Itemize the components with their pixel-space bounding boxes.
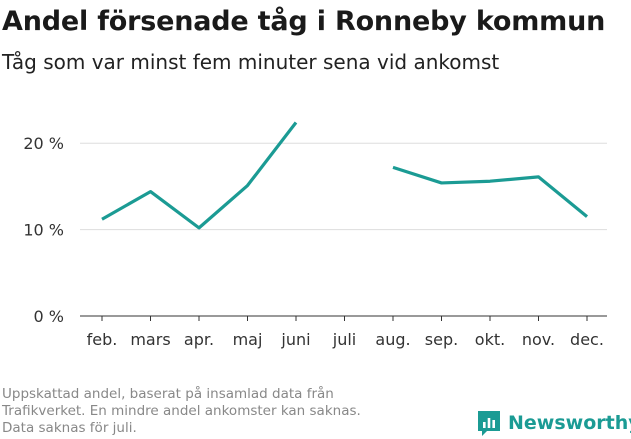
x-tick-label: apr. bbox=[184, 330, 214, 349]
newsworthy-logo-icon bbox=[478, 411, 500, 436]
brand-logo: Newsworthy bbox=[476, 408, 631, 438]
series-line-segment bbox=[392, 165, 589, 218]
chart-title: Andel försenade tåg i Ronneby kommun bbox=[2, 6, 606, 37]
x-tick-label: sep. bbox=[425, 330, 458, 349]
y-tick-label: 0 % bbox=[34, 307, 64, 326]
x-tick-label: nov. bbox=[522, 330, 555, 349]
x-tick-label: juni bbox=[280, 330, 310, 349]
brand-name: Newsworthy bbox=[508, 412, 631, 434]
series-line-segment bbox=[101, 121, 298, 230]
x-tick-label: mars bbox=[130, 330, 170, 349]
x-tick-label: aug. bbox=[375, 330, 410, 349]
footnote-line-3: Data saknas för juli. bbox=[2, 420, 137, 436]
x-tick-label: feb. bbox=[87, 330, 118, 349]
x-tick-label: juli bbox=[332, 330, 356, 349]
footnote: Uppskattad andel, baserat på insamlad da… bbox=[2, 386, 442, 437]
footnote-line-1: Uppskattad andel, baserat på insamlad da… bbox=[2, 386, 334, 402]
chart-subtitle: Tåg som var minst fem minuter sena vid a… bbox=[2, 50, 500, 74]
y-tick-label: 20 % bbox=[23, 134, 64, 153]
y-tick-label: 10 % bbox=[23, 221, 64, 240]
x-tick-label: maj bbox=[233, 330, 263, 349]
x-tick-label: okt. bbox=[475, 330, 505, 349]
x-tick-label: dec. bbox=[570, 330, 604, 349]
footnote-line-2: Trafikverket. En mindre andel ankomster … bbox=[2, 403, 361, 419]
line-chart: 0 % 10 % 20 % feb. mars apr. maj juni juli aug. se… bbox=[23, 121, 607, 349]
